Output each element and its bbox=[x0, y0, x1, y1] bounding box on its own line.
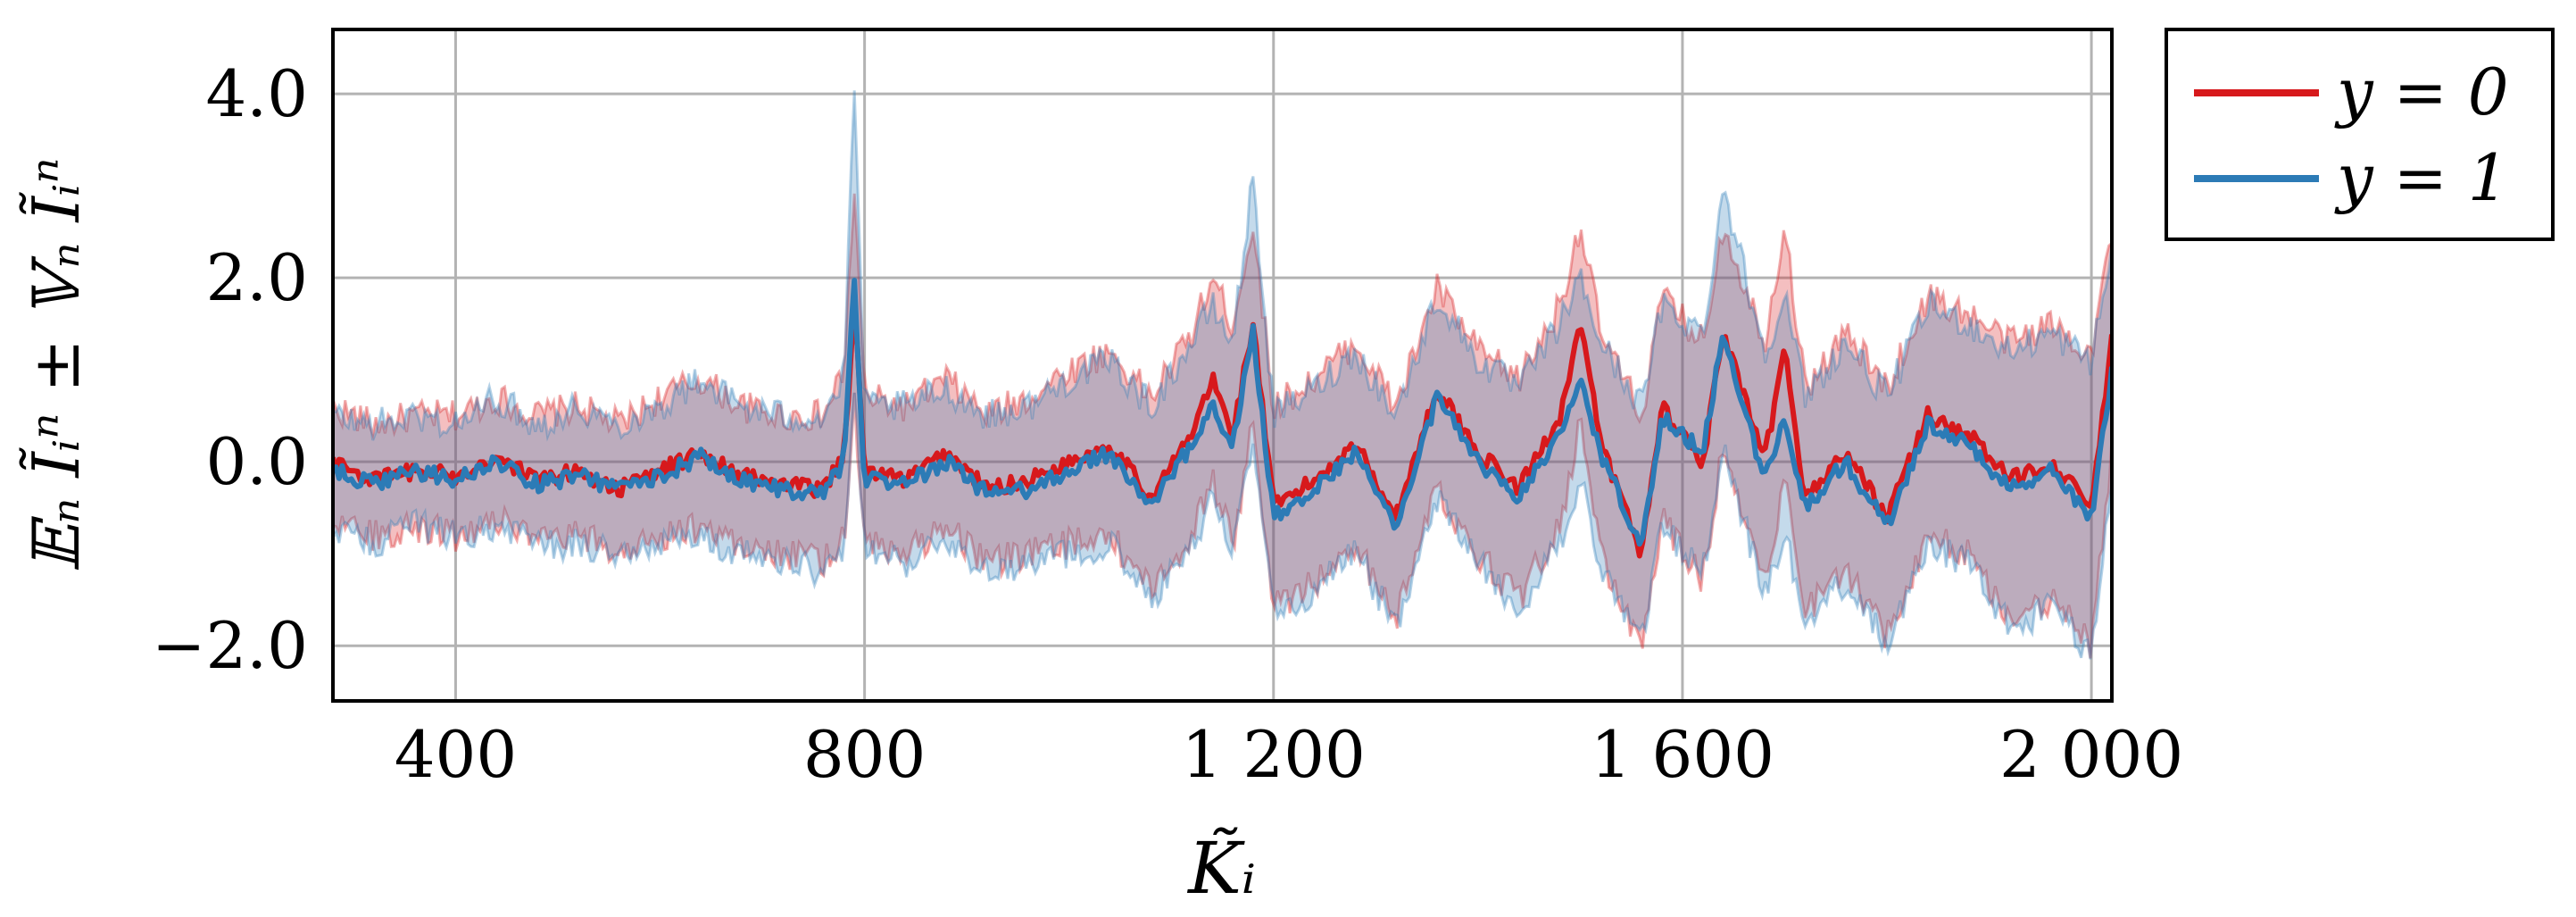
legend-box bbox=[2165, 28, 2555, 241]
x-tick-label: 2 000 bbox=[1999, 717, 2183, 792]
y-tick-label: 4.0 bbox=[205, 56, 308, 131]
y-tick-label: 2.0 bbox=[205, 240, 308, 315]
variance-bands bbox=[333, 90, 2112, 660]
x-tick-label: 800 bbox=[803, 717, 926, 792]
x-tick-label: 1 600 bbox=[1591, 717, 1774, 792]
y-tick-label: −2.0 bbox=[152, 608, 308, 683]
legend: y = 0 y = 1 bbox=[2165, 28, 2555, 241]
grid bbox=[333, 29, 2112, 701]
y-axis-label: 𝔼ₙ Ĩᵢⁿ ± 𝕍ₙ Ĩᵢⁿ bbox=[18, 157, 94, 572]
mean-line-y1 bbox=[333, 278, 2112, 547]
x-tick-label: 1 200 bbox=[1182, 717, 1366, 792]
legend-label-y1: y = 1 bbox=[2334, 140, 2509, 215]
x-tick-labels: 400 800 1 200 1 600 2 000 bbox=[395, 717, 2183, 792]
x-axis-label: K̃ᵢ bbox=[1186, 826, 1256, 910]
mean-lines bbox=[333, 278, 2112, 559]
variance-band-y1 bbox=[333, 90, 2112, 660]
y-tick-labels: 4.0 2.0 0.0 −2.0 bbox=[152, 56, 308, 683]
y-tick-label: 0.0 bbox=[205, 424, 308, 499]
x-tick-label: 400 bbox=[395, 717, 517, 792]
plot-frame bbox=[331, 28, 2114, 703]
legend-label-y0: y = 0 bbox=[2334, 54, 2509, 129]
